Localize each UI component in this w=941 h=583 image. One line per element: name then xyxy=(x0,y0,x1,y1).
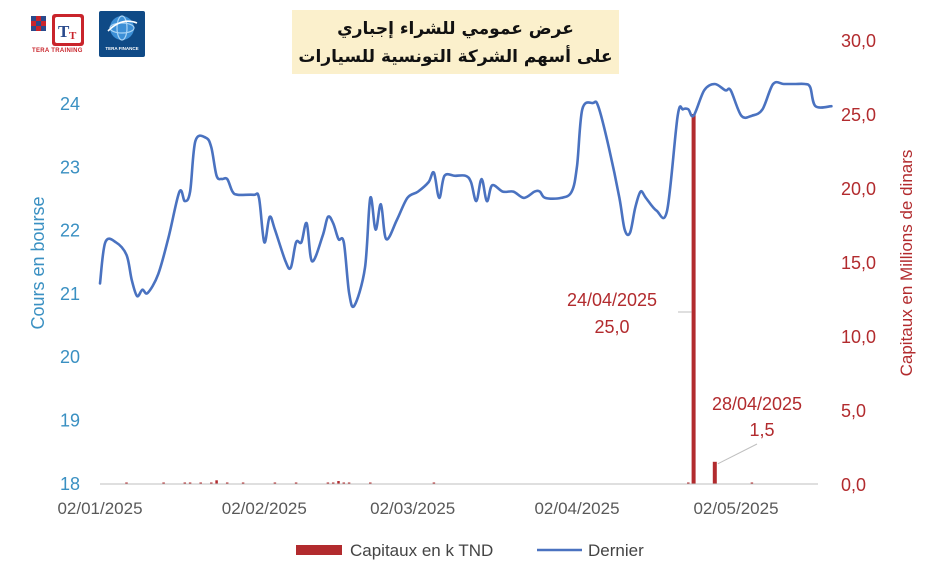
capitaux-bar xyxy=(162,482,165,484)
capitaux-bar xyxy=(210,482,213,484)
legend-swatch-bar xyxy=(296,545,342,555)
annotation-value: 25,0 xyxy=(594,317,629,337)
capitaux-bar xyxy=(347,482,351,484)
capitaux-bar xyxy=(432,482,436,484)
y-right-tick-label: 20,0 xyxy=(841,179,876,199)
y-left-tick-label: 20 xyxy=(60,347,80,367)
y-right-tick-label: 5,0 xyxy=(841,401,866,421)
capitaux-bar xyxy=(188,482,192,484)
legend-label-bar: Capitaux en k TND xyxy=(350,541,493,560)
tera-training-logo: T T TERA TRAINING xyxy=(30,10,86,58)
y-right-tick-label: 30,0 xyxy=(841,31,876,51)
line-series xyxy=(98,80,833,309)
y-right-tick-label: 15,0 xyxy=(841,253,876,273)
bar-series xyxy=(125,114,754,484)
y-left-tick-label: 21 xyxy=(60,284,80,304)
capitaux-bar xyxy=(294,482,298,484)
svg-text:T: T xyxy=(58,22,70,41)
capitaux-bar xyxy=(712,461,717,484)
capitaux-bar xyxy=(183,482,187,484)
x-tick-label: 02/05/2025 xyxy=(693,499,778,518)
tera-training-logo-mark: T T xyxy=(31,14,84,46)
annotation-date: 28/04/2025 xyxy=(712,394,802,414)
capitaux-bar xyxy=(273,482,277,484)
capitaux-bar xyxy=(225,482,229,484)
capitaux-bar xyxy=(241,482,245,484)
capitaux-bar xyxy=(687,482,690,484)
y-left-axis-title: Cours en bourse xyxy=(28,196,48,329)
x-tick-label: 02/03/2025 xyxy=(370,499,455,518)
capitaux-bar xyxy=(326,482,330,484)
capitaux-bar xyxy=(331,482,335,484)
x-tick-label: 02/01/2025 xyxy=(57,499,142,518)
dernier-line xyxy=(98,80,833,309)
annotation-value: 1,5 xyxy=(749,420,774,440)
tera-finance-caption: TERA FINANCE xyxy=(105,46,139,51)
tera-finance-logo: TERA FINANCE xyxy=(99,11,145,57)
capitaux-bar xyxy=(691,114,696,484)
capitaux-bar xyxy=(199,482,202,484)
y-left-tick-label: 22 xyxy=(60,221,80,241)
capitaux-bar xyxy=(337,481,340,484)
y-right-tick-label: 25,0 xyxy=(841,105,876,125)
capitaux-bar xyxy=(342,482,346,484)
chart-title-line-2: على أسهم الشركة التونسية للسيارات xyxy=(298,47,613,67)
y-left-tick-label: 23 xyxy=(60,157,80,177)
y-left-tick-label: 19 xyxy=(60,411,80,431)
legend-label-line: Dernier xyxy=(588,541,644,560)
capitaux-bar xyxy=(125,482,128,484)
tera-training-caption: TERA TRAINING xyxy=(32,48,83,54)
y-left-tick-label: 24 xyxy=(60,94,80,114)
globe-icon xyxy=(107,15,138,41)
chart-title-line-1: عرض عمومي للشراء إجباري xyxy=(337,19,574,39)
annotation-date: 24/04/2025 xyxy=(567,290,657,310)
y-right-tick-label: 10,0 xyxy=(841,327,876,347)
annotation-leader-line xyxy=(717,443,758,465)
y-right-axis-title: Capitaux en Millions de dinars xyxy=(897,150,916,377)
capitaux-bar xyxy=(215,480,218,484)
y-left-tick-label: 18 xyxy=(60,474,80,494)
capitaux-bar xyxy=(369,482,372,484)
y-right-tick-label: 0,0 xyxy=(841,475,866,495)
svg-text:T: T xyxy=(69,30,77,42)
capitaux-bar xyxy=(750,482,754,484)
chart-title-box: عرض عمومي للشراء إجباري على أسهم الشركة … xyxy=(292,10,619,74)
x-tick-label: 02/02/2025 xyxy=(222,499,307,518)
x-tick-label: 02/04/2025 xyxy=(534,499,619,518)
